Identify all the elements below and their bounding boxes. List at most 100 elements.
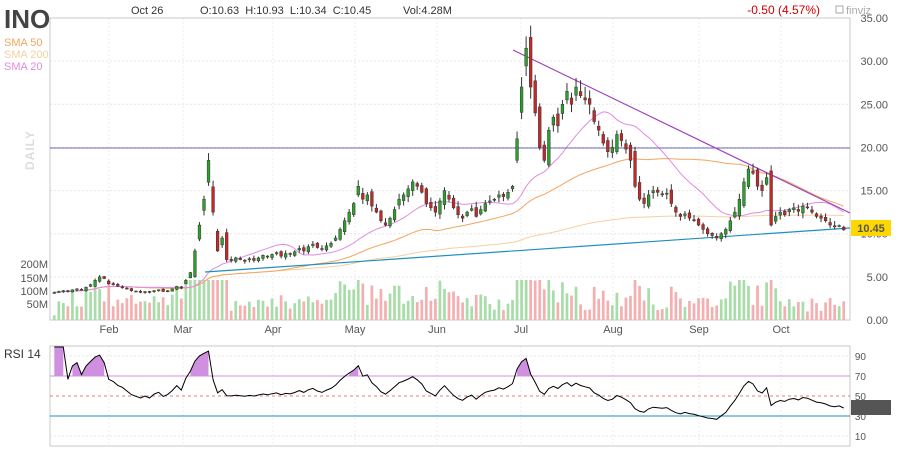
- month-tick-label: Sep: [689, 324, 709, 336]
- price-tick-label: 0.00: [867, 315, 888, 327]
- candle-body: [642, 197, 646, 204]
- volume-bar: [102, 301, 106, 320]
- candle-body: [669, 189, 673, 204]
- price-tick-label: 5.00: [867, 272, 888, 284]
- volume-bar: [334, 292, 337, 320]
- volume-bar: [411, 296, 415, 320]
- candle-body: [619, 133, 624, 141]
- volume-bar: [751, 304, 755, 320]
- candle-body: [70, 289, 75, 293]
- volume-bar: [783, 306, 787, 320]
- candle-body: [692, 219, 696, 222]
- volume-bar: [683, 306, 687, 320]
- volume-bar: [606, 300, 610, 320]
- volume-bar: [284, 301, 288, 320]
- rsi-grid: [50, 355, 850, 437]
- volume-bar: [647, 288, 650, 320]
- volume-bar: [828, 297, 832, 320]
- candle-body: [787, 209, 791, 213]
- volume-bar: [216, 280, 219, 320]
- candle-body: [624, 143, 628, 150]
- candle-body: [783, 211, 787, 215]
- volume-bar: [84, 288, 88, 320]
- volume-bar: [365, 304, 369, 320]
- volume-bar: [311, 302, 315, 320]
- volume-bar: [588, 309, 592, 320]
- volume-bar: [447, 292, 451, 320]
- rsi-tick-label: 90: [855, 352, 867, 363]
- candle-body: [778, 211, 782, 216]
- rsi-line: [54, 346, 844, 420]
- price-tick-label: 35.00: [860, 13, 888, 25]
- candle-body: [52, 292, 56, 294]
- candle-body: [755, 169, 760, 187]
- volume-bar: [660, 309, 664, 320]
- volume-bar: [633, 280, 637, 320]
- candle-body: [347, 211, 351, 223]
- volume-bar: [384, 300, 387, 320]
- month-tick-label: Apr: [264, 324, 281, 336]
- candle-body: [356, 186, 360, 196]
- volume-bar: [402, 303, 405, 320]
- volume-bar: [266, 306, 269, 320]
- volume-bar: [629, 295, 632, 320]
- volume-bar: [493, 309, 496, 320]
- volume-bar: [592, 286, 596, 320]
- candle-body: [75, 288, 79, 291]
- volume-bar: [824, 302, 827, 320]
- volume-bar: [107, 280, 111, 320]
- candle-body: [819, 215, 823, 219]
- candle-body: [742, 181, 746, 206]
- volume-bar: [238, 305, 242, 320]
- candle-body: [188, 272, 192, 279]
- month-tick-label: May: [345, 324, 366, 336]
- volume-bar: [52, 315, 56, 320]
- candle-body: [583, 97, 587, 101]
- candle-body: [588, 98, 592, 105]
- volume-bar: [57, 301, 61, 320]
- candle-body: [157, 289, 161, 292]
- candle-body: [315, 242, 320, 248]
- volume-bar: [715, 305, 719, 320]
- candle-body: [447, 194, 451, 200]
- candle-body: [470, 208, 474, 211]
- volume-bar: [497, 299, 501, 320]
- volume-bar: [202, 280, 206, 320]
- candle-body: [719, 233, 723, 240]
- candle-body: [125, 287, 129, 290]
- rsi-overbought-area: [54, 347, 64, 376]
- volume-bar: [529, 280, 533, 320]
- volume-bar: [207, 280, 210, 320]
- volume-bar: [465, 298, 469, 320]
- period-label: DAILY: [23, 130, 37, 170]
- candle-body: [197, 224, 202, 240]
- volume-bar: [125, 298, 129, 320]
- candle-body: [529, 37, 533, 88]
- volume-bar: [61, 302, 65, 320]
- volume-bar: [724, 298, 728, 320]
- volume-bar: [810, 298, 814, 320]
- volume-bar: [352, 289, 356, 320]
- candle-body: [320, 248, 324, 250]
- volume-bar: [80, 306, 83, 320]
- candle-body: [361, 193, 365, 200]
- volume-bar: [379, 289, 383, 320]
- volume-bar: [719, 299, 723, 320]
- volume-bar: [738, 280, 741, 320]
- candle-body: [288, 253, 292, 255]
- volume-bar: [665, 307, 669, 320]
- candle-body: [488, 200, 492, 203]
- candle-body: [274, 252, 279, 255]
- candle-body: [57, 291, 61, 293]
- volume-bar: [139, 301, 142, 320]
- volume-bar: [152, 296, 156, 320]
- candle-body: [352, 203, 356, 215]
- volume-bar: [456, 296, 460, 320]
- volume-bar: [656, 309, 660, 320]
- volume-bar: [692, 303, 696, 320]
- candle-body: [465, 211, 469, 216]
- volume-bar: [130, 294, 133, 320]
- candle-body: [116, 284, 120, 287]
- volume-bar: [261, 300, 265, 320]
